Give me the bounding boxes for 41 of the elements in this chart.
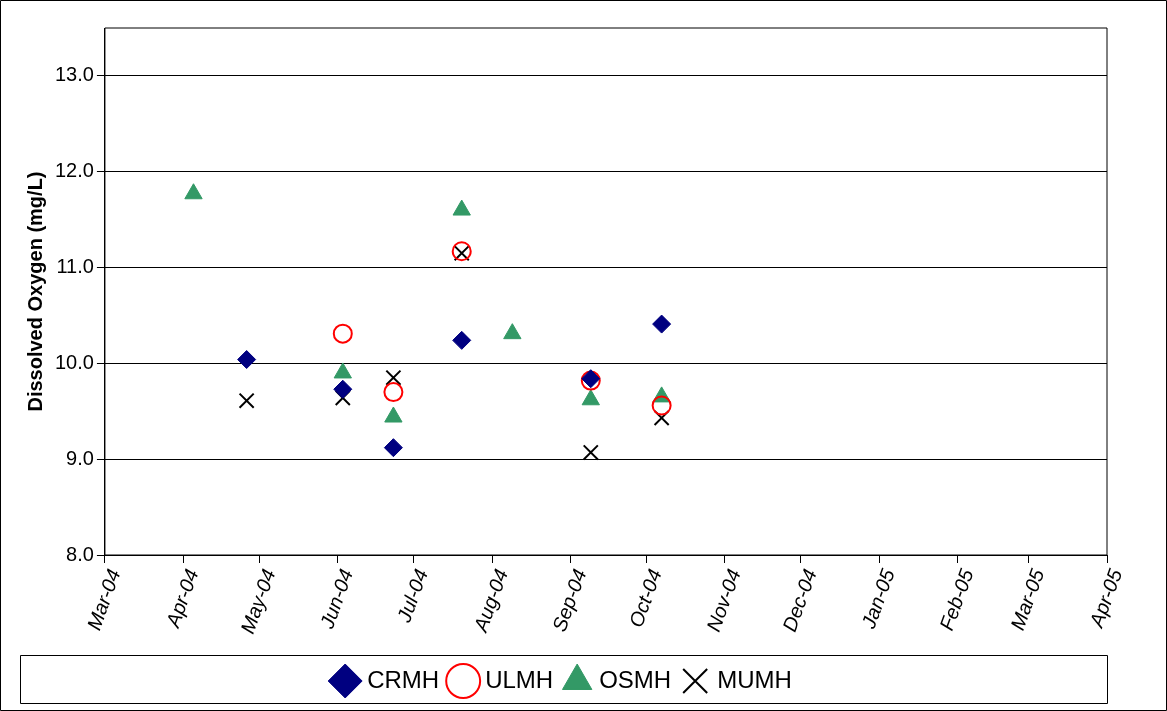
legend-label: OSMH xyxy=(599,665,672,693)
x-tick-label: Dec-04 xyxy=(778,566,821,635)
x-tick-label: Apr-04 xyxy=(161,566,203,631)
x-tick-label: Oct-04 xyxy=(624,566,666,631)
point xyxy=(383,382,404,403)
point xyxy=(385,369,402,386)
y-tick-label: 10.0 xyxy=(54,350,94,373)
y-tick-label: 8.0 xyxy=(66,542,94,565)
legend-label: ULMH xyxy=(485,665,554,693)
x-tick-label: Nov-04 xyxy=(702,566,745,635)
legend-label: MUMH xyxy=(717,665,792,693)
point xyxy=(653,409,670,427)
point xyxy=(333,379,353,399)
y-tick-label: 13.0 xyxy=(54,63,94,86)
x-tick-label: Sep-04 xyxy=(547,566,591,635)
x-tick-label: Jan-05 xyxy=(856,565,899,633)
y-tick-label: 11.0 xyxy=(56,255,94,278)
point xyxy=(332,323,353,344)
point xyxy=(452,330,472,350)
point xyxy=(582,444,599,461)
x-tick-label: Aug-04 xyxy=(469,566,513,636)
point xyxy=(503,323,522,340)
point xyxy=(651,395,672,416)
x-tick-label: May-04 xyxy=(236,566,280,637)
x-tick-label: Jun-04 xyxy=(315,566,358,633)
y-tick-label: 9.0 xyxy=(66,446,94,469)
point xyxy=(452,199,471,216)
point xyxy=(334,389,351,406)
x-tick-label: Jul-04 xyxy=(392,566,432,626)
x-tick-label: Mar-05 xyxy=(1006,565,1049,633)
point xyxy=(383,438,403,458)
x-tick-label: Apr-05 xyxy=(1084,565,1127,631)
x-tick-label: Feb-05 xyxy=(935,565,978,634)
legend-label: CRMH xyxy=(367,665,440,693)
y-tick-label: 12.0 xyxy=(54,159,94,182)
point xyxy=(237,350,257,370)
y-axis-title: Dissolved Oxygen (mg/L) xyxy=(23,171,46,412)
point xyxy=(238,392,255,409)
point xyxy=(184,183,203,200)
x-tick-label: Mar-04 xyxy=(82,566,125,633)
point xyxy=(652,314,672,334)
